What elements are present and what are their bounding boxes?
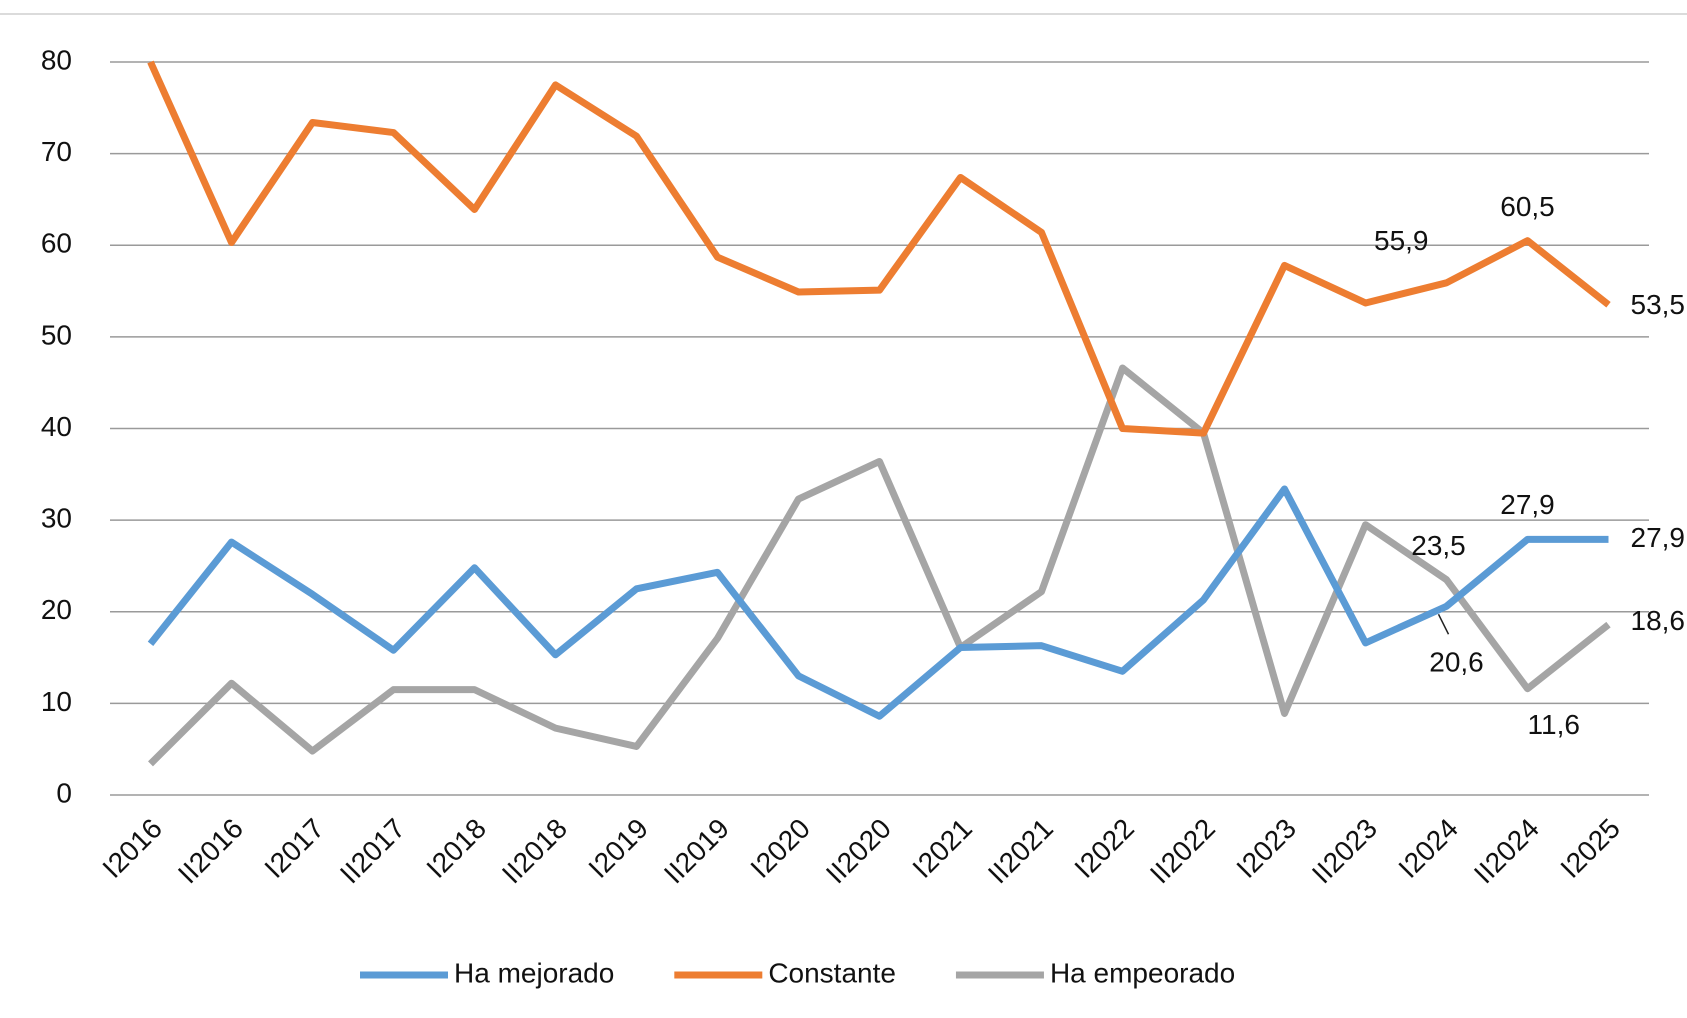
x-tick-label: I2024 xyxy=(1392,813,1463,884)
y-tick-label: 60 xyxy=(41,228,72,259)
data-label: 23,5 xyxy=(1411,530,1466,561)
x-tick-label: II2023 xyxy=(1306,813,1383,890)
x-tick-label: I2016 xyxy=(96,813,167,884)
y-tick-label: 50 xyxy=(41,319,72,350)
x-tick-label: II2017 xyxy=(334,813,411,890)
data-label: 27,9 xyxy=(1631,522,1686,553)
x-tick-label: II2019 xyxy=(658,813,735,890)
legend-label: Ha empeorado xyxy=(1050,957,1235,988)
x-tick-label: I2019 xyxy=(582,813,653,884)
y-tick-label: 0 xyxy=(56,777,72,808)
series-line xyxy=(148,364,1611,767)
series-line xyxy=(147,485,1609,720)
data-label: 20,6 xyxy=(1429,647,1484,678)
data-label: 18,6 xyxy=(1631,605,1686,636)
x-tick-label: II2022 xyxy=(1144,813,1221,890)
x-tick-label: I2025 xyxy=(1554,813,1625,884)
data-label: 53,5 xyxy=(1631,289,1686,320)
x-tick-label: I2022 xyxy=(1068,813,1139,884)
legend-label: Ha mejorado xyxy=(454,957,614,988)
data-label: 55,9 xyxy=(1374,225,1429,256)
x-tick-label: I2020 xyxy=(744,813,815,884)
x-tick-label: I2017 xyxy=(258,813,329,884)
x-tick-label: I2018 xyxy=(420,813,491,884)
y-tick-label: 80 xyxy=(41,44,72,75)
data-label: 27,9 xyxy=(1500,489,1555,520)
y-tick-label: 40 xyxy=(41,411,72,442)
y-tick-label: 20 xyxy=(41,594,72,625)
leader-line xyxy=(1437,613,1450,635)
x-tick-label: I2021 xyxy=(906,813,977,884)
x-tick-label: I2023 xyxy=(1230,813,1301,884)
x-tick-label: II2020 xyxy=(820,813,897,890)
legend-label: Constante xyxy=(768,957,896,988)
data-label: 60,5 xyxy=(1500,191,1555,222)
x-tick-label: II2021 xyxy=(982,813,1059,890)
x-tick-label: II2024 xyxy=(1468,813,1545,890)
series-line xyxy=(147,60,1611,437)
data-label: 11,6 xyxy=(1528,709,1580,740)
x-tick-label: II2018 xyxy=(496,813,573,890)
y-tick-label: 10 xyxy=(41,686,72,717)
x-tick-label: II2016 xyxy=(172,813,249,890)
y-tick-label: 30 xyxy=(41,503,72,534)
y-tick-label: 70 xyxy=(41,136,72,167)
